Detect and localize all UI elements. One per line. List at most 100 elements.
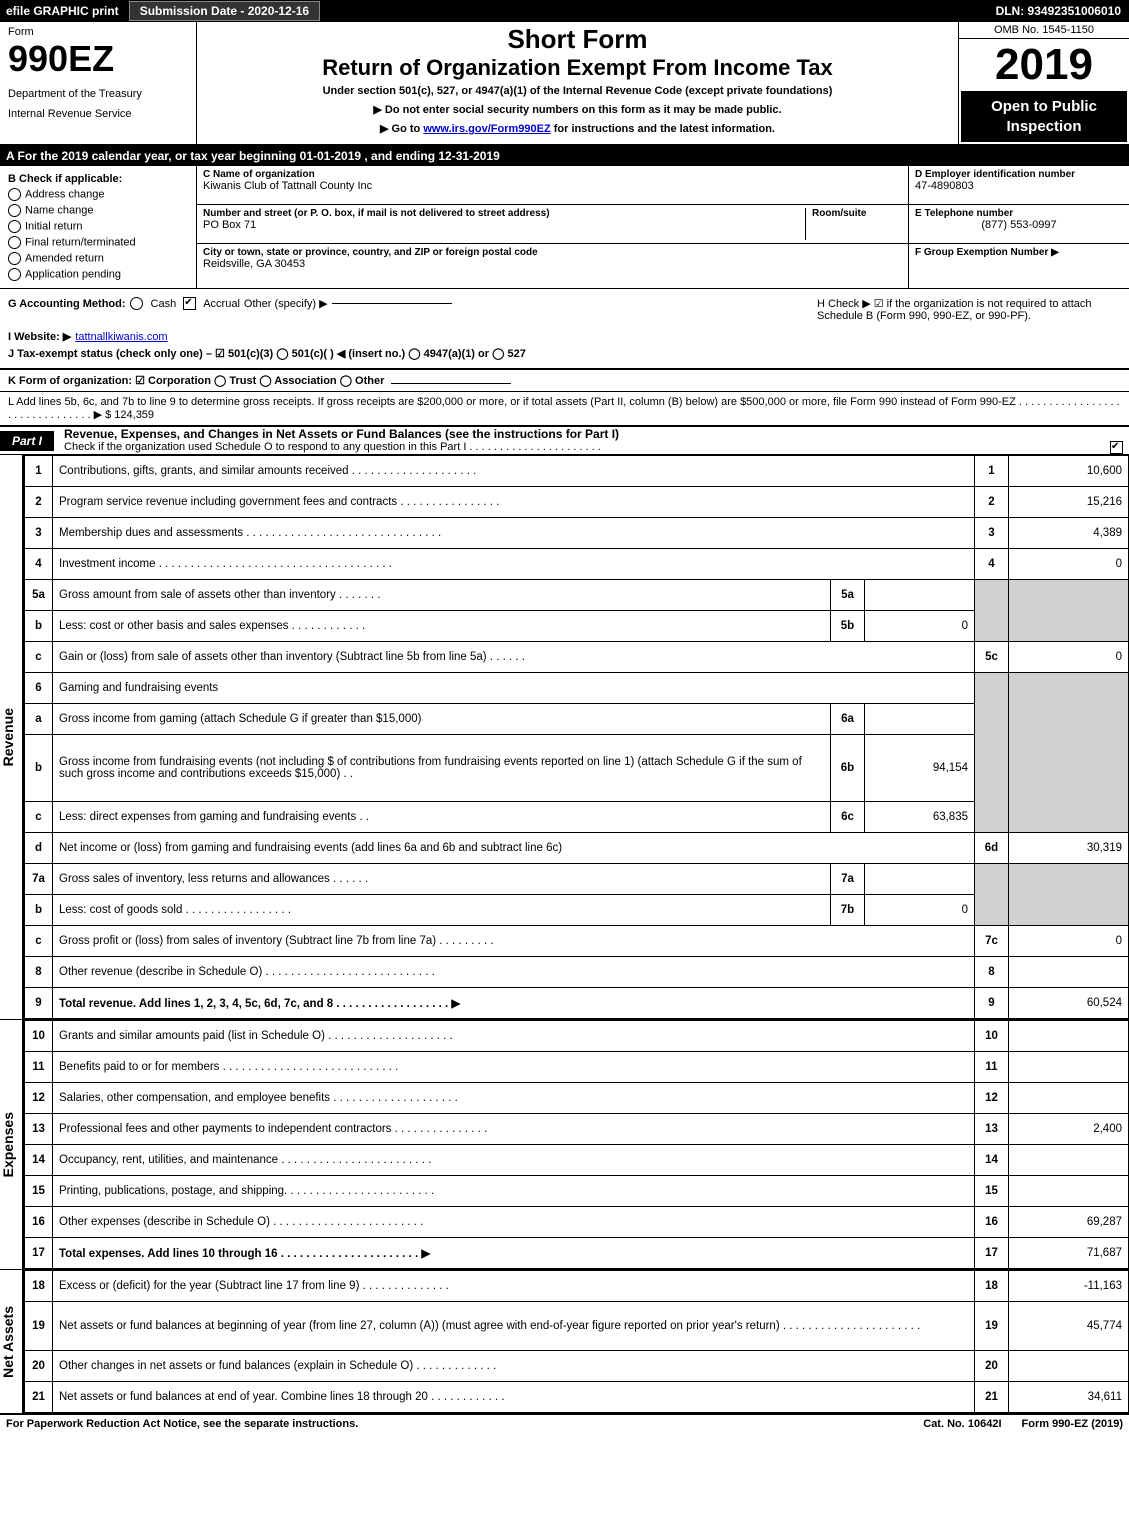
tax-year: 2019 xyxy=(959,43,1129,87)
line-10: 10 Grants and similar amounts paid (list… xyxy=(25,1021,1129,1052)
checkbox-icon xyxy=(8,188,21,201)
address-cell: Number and street (or P. O. box, if mail… xyxy=(197,205,908,244)
group-exemption-cell: F Group Exemption Number ▶ xyxy=(909,244,1129,282)
g-label: G Accounting Method: xyxy=(8,298,126,310)
check-final-return[interactable]: Final return/terminated xyxy=(8,236,188,249)
line-2: 2 Program service revenue including gove… xyxy=(25,487,1129,518)
org-name-label: C Name of organization xyxy=(203,169,902,180)
check-application-pending[interactable]: Application pending xyxy=(8,268,188,281)
city-value: Reidsville, GA 30453 xyxy=(203,258,902,270)
check-address-change[interactable]: Address change xyxy=(8,188,188,201)
section-i: I Website: ▶ tattnallkiwanis.com xyxy=(8,330,1121,343)
form-word: Form xyxy=(8,26,188,38)
revenue-section: Revenue 1 Contributions, gifts, grants, … xyxy=(0,455,1129,1020)
part-1-check xyxy=(1110,441,1123,454)
line-4: 4 Investment income . . . . . . . . . . … xyxy=(25,549,1129,580)
tel-label: E Telephone number xyxy=(915,208,1123,219)
line-3: 3 Membership dues and assessments . . . … xyxy=(25,518,1129,549)
line-11: 11 Benefits paid to or for members . . .… xyxy=(25,1052,1129,1083)
part-1-title: Revenue, Expenses, and Changes in Net As… xyxy=(54,427,1129,441)
checkbox-icon xyxy=(8,252,21,265)
l-text: L Add lines 5b, 6c, and 7b to line 9 to … xyxy=(8,396,1120,421)
j-label: J Tax-exempt status (check only one) – ☑… xyxy=(8,347,526,360)
net-assets-table: 18 Excess or (deficit) for the year (Sub… xyxy=(24,1270,1129,1413)
revenue-tab: Revenue xyxy=(0,455,24,1019)
section-h: H Check ▶ ☑ if the organization is not r… xyxy=(813,293,1121,326)
part-1-label: Part I xyxy=(0,431,54,451)
org-name-value: Kiwanis Club of Tattnall County Inc xyxy=(203,180,902,192)
efile-print-label[interactable]: efile GRAPHIC print xyxy=(0,4,125,18)
irs-label: Internal Revenue Service xyxy=(8,108,188,120)
ein-label: D Employer identification number xyxy=(915,169,1123,180)
line-9: 9 Total revenue. Add lines 1, 2, 3, 4, 5… xyxy=(25,988,1129,1019)
part-1-header: Part I Revenue, Expenses, and Changes in… xyxy=(0,426,1129,455)
line-7b: b Less: cost of goods sold . . . . . . .… xyxy=(25,895,1129,926)
line-1: 1 Contributions, gifts, grants, and simi… xyxy=(25,456,1129,487)
line-6a: a Gross income from gaming (attach Sched… xyxy=(25,704,1129,735)
omb-number: OMB No. 1545-1150 xyxy=(959,22,1129,39)
form-header: Form 990EZ Department of the Treasury In… xyxy=(0,22,1129,146)
checkbox-icon[interactable] xyxy=(130,297,143,310)
line-5c: c Gain or (loss) from sale of assets oth… xyxy=(25,642,1129,673)
net-assets-vertical-label: Net Assets xyxy=(0,1306,22,1378)
tel-value: (877) 553-0997 xyxy=(915,219,1123,231)
line-6: 6 Gaming and fundraising events xyxy=(25,673,1129,704)
section-a-year-line: A For the 2019 calendar year, or tax yea… xyxy=(0,146,1129,166)
submission-date: Submission Date - 2020-12-16 xyxy=(129,1,320,21)
check-name-change[interactable]: Name change xyxy=(8,204,188,217)
line-5b: b Less: cost or other basis and sales ex… xyxy=(25,611,1129,642)
line-5a: 5a Gross amount from sale of assets othe… xyxy=(25,580,1129,611)
i-label: I Website: ▶ xyxy=(8,330,71,343)
expenses-section: Expenses 10 Grants and similar amounts p… xyxy=(0,1020,1129,1270)
catalog-number: Cat. No. 10642I xyxy=(903,1418,1021,1430)
top-bar: efile GRAPHIC print Submission Date - 20… xyxy=(0,0,1129,22)
line-6d: d Net income or (loss) from gaming and f… xyxy=(25,833,1129,864)
section-g: G Accounting Method: Cash Accrual Other … xyxy=(8,297,813,310)
city-label: City or town, state or province, country… xyxy=(203,247,902,258)
line-7a: 7a Gross sales of inventory, less return… xyxy=(25,864,1129,895)
line-12: 12 Salaries, other compensation, and emp… xyxy=(25,1083,1129,1114)
expenses-tab: Expenses xyxy=(0,1020,24,1269)
net-assets-section: Net Assets 18 Excess or (deficit) for th… xyxy=(0,1270,1129,1414)
website-link[interactable]: tattnallkiwanis.com xyxy=(75,331,167,343)
part-1-subtitle: Check if the organization used Schedule … xyxy=(54,441,1129,453)
checkbox-icon xyxy=(8,204,21,217)
line-8: 8 Other revenue (describe in Schedule O)… xyxy=(25,957,1129,988)
line-6c: c Less: direct expenses from gaming and … xyxy=(25,802,1129,833)
revenue-vertical-label: Revenue xyxy=(0,708,22,766)
section-l: L Add lines 5b, 6c, and 7b to line 9 to … xyxy=(0,392,1129,426)
address-value: PO Box 71 xyxy=(203,219,805,231)
irs-link[interactable]: www.irs.gov/Form990EZ xyxy=(423,123,550,135)
section-c-entity: C Name of organization Kiwanis Club of T… xyxy=(197,166,908,288)
net-assets-tab: Net Assets xyxy=(0,1270,24,1413)
entity-info-block: B Check if applicable: Address change Na… xyxy=(0,166,1129,289)
checkbox-checked-icon[interactable] xyxy=(183,297,196,310)
l-value: $ 124,359 xyxy=(105,409,154,421)
line-21: 21 Net assets or fund balances at end of… xyxy=(25,1382,1129,1413)
header-left: Form 990EZ Department of the Treasury In… xyxy=(0,22,197,144)
return-title: Return of Organization Exempt From Incom… xyxy=(205,55,950,81)
checkbox-icon xyxy=(8,236,21,249)
dln-number: DLN: 93492351006010 xyxy=(996,4,1129,18)
other-specify-line xyxy=(332,303,452,304)
paperwork-notice: For Paperwork Reduction Act Notice, see … xyxy=(6,1418,903,1430)
checkbox-icon xyxy=(8,268,21,281)
line-18: 18 Excess or (deficit) for the year (Sub… xyxy=(25,1271,1129,1302)
line-16: 16 Other expenses (describe in Schedule … xyxy=(25,1207,1129,1238)
ein-value: 47-4890803 xyxy=(915,180,1123,192)
check-amended-return[interactable]: Amended return xyxy=(8,252,188,265)
open-to-public: Open to Public Inspection xyxy=(961,91,1127,142)
expenses-table: 10 Grants and similar amounts paid (list… xyxy=(24,1020,1129,1269)
revenue-table: 1 Contributions, gifts, grants, and simi… xyxy=(24,455,1129,1019)
line-19: 19 Net assets or fund balances at beginn… xyxy=(25,1302,1129,1351)
check-initial-return[interactable]: Initial return xyxy=(8,220,188,233)
form-number: 990EZ xyxy=(8,38,188,80)
ein-cell: D Employer identification number 47-4890… xyxy=(909,166,1129,205)
section-j: J Tax-exempt status (check only one) – ☑… xyxy=(8,347,1121,360)
k-label: K Form of organization: ☑ Corporation ◯ … xyxy=(8,375,384,387)
line-7c: c Gross profit or (loss) from sales of i… xyxy=(25,926,1129,957)
short-form-title: Short Form xyxy=(205,24,950,55)
section-b-checkboxes: B Check if applicable: Address change Na… xyxy=(0,166,197,288)
right-info-col: D Employer identification number 47-4890… xyxy=(908,166,1129,288)
header-right: OMB No. 1545-1150 2019 Open to Public In… xyxy=(958,22,1129,144)
